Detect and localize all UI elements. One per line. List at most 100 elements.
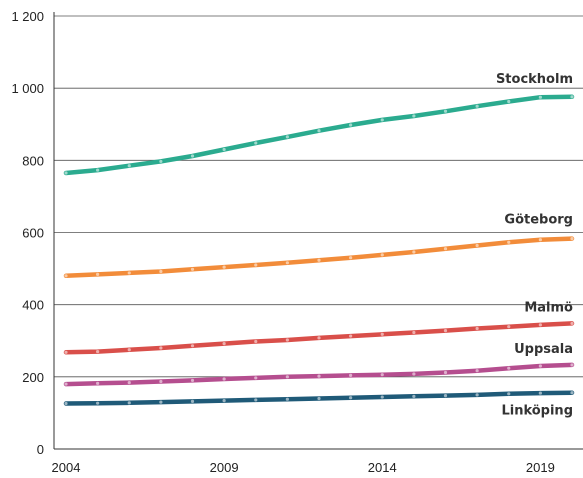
- data-point: [443, 393, 448, 398]
- data-point: [507, 366, 511, 370]
- data-point: [96, 168, 100, 172]
- data-point: [380, 332, 384, 336]
- data-point: [96, 349, 100, 354]
- data-point: [317, 396, 321, 401]
- data-point: [285, 375, 289, 379]
- data-point: [443, 247, 448, 251]
- data-point: [317, 258, 321, 262]
- data-point: [475, 104, 479, 108]
- data-point: [507, 240, 511, 244]
- series-label: Stockholm: [496, 72, 573, 87]
- data-point: [570, 95, 574, 99]
- series-malmö: [63, 321, 575, 355]
- series-linköping: [63, 390, 575, 406]
- data-point: [475, 393, 479, 397]
- x-tick-label: 2009: [210, 460, 239, 475]
- x-tick-label: 2019: [526, 460, 555, 475]
- data-point: [285, 261, 289, 265]
- data-point: [254, 263, 258, 267]
- data-point: [64, 350, 68, 354]
- x-tick-label: 2004: [52, 460, 81, 475]
- data-point: [285, 338, 289, 342]
- series-labels: Stockholm Göteborg Malmö Uppsala Linköping: [496, 72, 573, 419]
- y-tick-label: 0: [37, 442, 44, 457]
- data-point: [570, 237, 574, 241]
- series-label: Göteborg: [504, 213, 573, 228]
- data-point: [96, 272, 100, 276]
- data-point: [475, 326, 479, 331]
- data-point: [127, 348, 131, 352]
- data-point: [538, 95, 542, 99]
- data-point: [190, 267, 195, 271]
- grid-lines: [54, 15, 583, 378]
- data-point: [159, 346, 163, 350]
- y-tick-label: 800: [22, 153, 44, 168]
- data-point: [159, 400, 163, 404]
- data-point: [127, 401, 131, 405]
- data-point: [412, 330, 416, 335]
- data-point: [64, 171, 68, 175]
- data-point: [222, 377, 226, 381]
- data-point: [127, 381, 131, 385]
- data-point: [317, 129, 321, 133]
- data-point: [475, 369, 479, 373]
- series-label: Uppsala: [514, 342, 573, 357]
- data-point: [443, 370, 448, 375]
- data-point: [190, 399, 195, 403]
- data-point: [159, 379, 163, 384]
- data-point: [159, 159, 163, 164]
- data-point: [285, 397, 289, 401]
- series-stockholm: [63, 94, 575, 176]
- data-point: [570, 321, 574, 326]
- data-point: [443, 109, 448, 113]
- data-point: [254, 141, 258, 145]
- data-point: [317, 374, 321, 378]
- data-point: [190, 378, 195, 383]
- data-point: [380, 253, 384, 257]
- data-point: [412, 250, 416, 254]
- data-point: [507, 99, 511, 104]
- data-point: [222, 342, 226, 346]
- data-point: [222, 147, 226, 152]
- series-label: Linköping: [501, 404, 573, 419]
- data-point: [570, 391, 574, 395]
- data-point: [412, 114, 416, 118]
- axes: [53, 12, 583, 450]
- y-tick-label: 400: [22, 298, 44, 313]
- data-point: [412, 372, 416, 376]
- data-point: [538, 391, 542, 395]
- data-point: [349, 396, 353, 400]
- data-point: [507, 325, 511, 329]
- data-point: [507, 392, 511, 396]
- data-point: [538, 238, 542, 242]
- data-point: [349, 123, 353, 127]
- data-point: [254, 398, 258, 402]
- data-point: [190, 154, 195, 158]
- data-point: [64, 401, 68, 406]
- data-point: [254, 376, 258, 380]
- series-uppsala: [63, 362, 575, 387]
- data-point: [570, 363, 574, 367]
- y-tick-label: 1 200: [11, 9, 44, 24]
- data-point: [64, 274, 68, 278]
- data-point: [222, 399, 226, 403]
- data-point: [64, 382, 68, 386]
- data-point: [380, 118, 384, 122]
- data-point: [538, 364, 542, 368]
- series-göteborg: [63, 236, 575, 279]
- data-point: [349, 373, 353, 377]
- data-point: [190, 344, 195, 348]
- data-point: [349, 256, 353, 260]
- series-lines: [63, 94, 575, 406]
- data-point: [380, 395, 384, 399]
- data-point: [538, 323, 542, 327]
- data-point: [127, 164, 131, 168]
- series-label: Malmö: [524, 300, 573, 315]
- y-tick-label: 600: [22, 226, 44, 241]
- data-point: [380, 373, 384, 377]
- data-point: [317, 336, 321, 340]
- data-point: [222, 265, 226, 269]
- y-tick-labels: 0 200 400 600 800 1 200 1 000: [11, 9, 44, 457]
- data-point: [412, 394, 416, 398]
